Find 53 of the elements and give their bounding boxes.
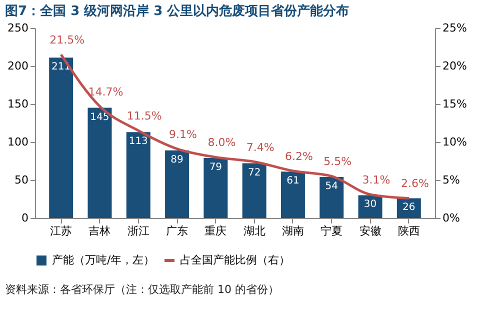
data-label: 54: [325, 180, 338, 192]
x-tick-label: 安徽: [359, 224, 382, 238]
y-tick-label: 250: [8, 22, 28, 34]
bar: [88, 108, 112, 218]
data-label: 89: [170, 154, 184, 166]
x-tick-label: 广东: [166, 224, 188, 238]
bar: [49, 58, 74, 218]
data-label: 72: [248, 167, 261, 178]
y2-tick-label: 25%: [442, 22, 467, 34]
bar: [204, 158, 228, 218]
data-label: 61: [286, 176, 300, 187]
x-tick-label: 重庆: [204, 224, 227, 238]
x-tick-label: 宁夏: [320, 224, 343, 238]
data-label: 3.1%: [362, 173, 390, 186]
bar: [165, 150, 190, 218]
legend-label: 占全国产能比例（右）: [180, 254, 290, 266]
data-label: 26: [402, 202, 416, 214]
y-tick-label: 50: [14, 174, 28, 186]
y2-tick-label: 10%: [442, 136, 467, 148]
y2-tick-label: 0%: [442, 212, 460, 224]
bar: [280, 172, 305, 218]
legend-label: 产能（万吨/年，左）: [52, 254, 155, 266]
chart-title: 图7：全国 3 级河网沿岸 3 公里以内危废项目省份产能分布: [5, 3, 350, 19]
data-label: 7.4%: [246, 140, 274, 154]
data-label: 6.2%: [284, 150, 313, 163]
data-label: 11.5%: [126, 110, 162, 123]
data-label: 14.7%: [88, 85, 124, 98]
x-tick-label: 湖北: [243, 224, 266, 238]
y2-tick-label: 5%: [442, 174, 460, 186]
data-label: 8.0%: [208, 136, 236, 150]
x-tick-label: 湖南: [282, 224, 304, 238]
data-label: 9.1%: [169, 128, 198, 141]
data-label: 5.5%: [324, 155, 352, 168]
text: 资料来源：各省环保厅（注：仅选取产能前 10 的省份）: [5, 283, 279, 296]
bar: [242, 163, 266, 218]
data-label: 145: [90, 112, 110, 123]
y2-tick-label: 20%: [442, 60, 467, 72]
x-tick-label: 陕西: [398, 224, 420, 238]
bar: [320, 176, 344, 218]
y-tick-label: 100: [8, 136, 28, 148]
x-tick-label: 江苏: [50, 224, 72, 238]
data-label: 2.6%: [400, 177, 429, 190]
y-tick-label: 0: [22, 212, 28, 224]
data-label: 79: [209, 162, 222, 173]
y-tick-label: 200: [8, 60, 28, 72]
y-tick-label: 150: [8, 98, 28, 110]
x-tick-label: 吉林: [88, 224, 111, 238]
data-label: 21.5%: [50, 34, 85, 47]
x-tick-label: 浙江: [127, 224, 150, 238]
bar: [126, 132, 150, 218]
data-label: 30: [364, 199, 377, 210]
data-label: 113: [128, 136, 148, 148]
y2-tick-label: 15%: [442, 98, 467, 110]
